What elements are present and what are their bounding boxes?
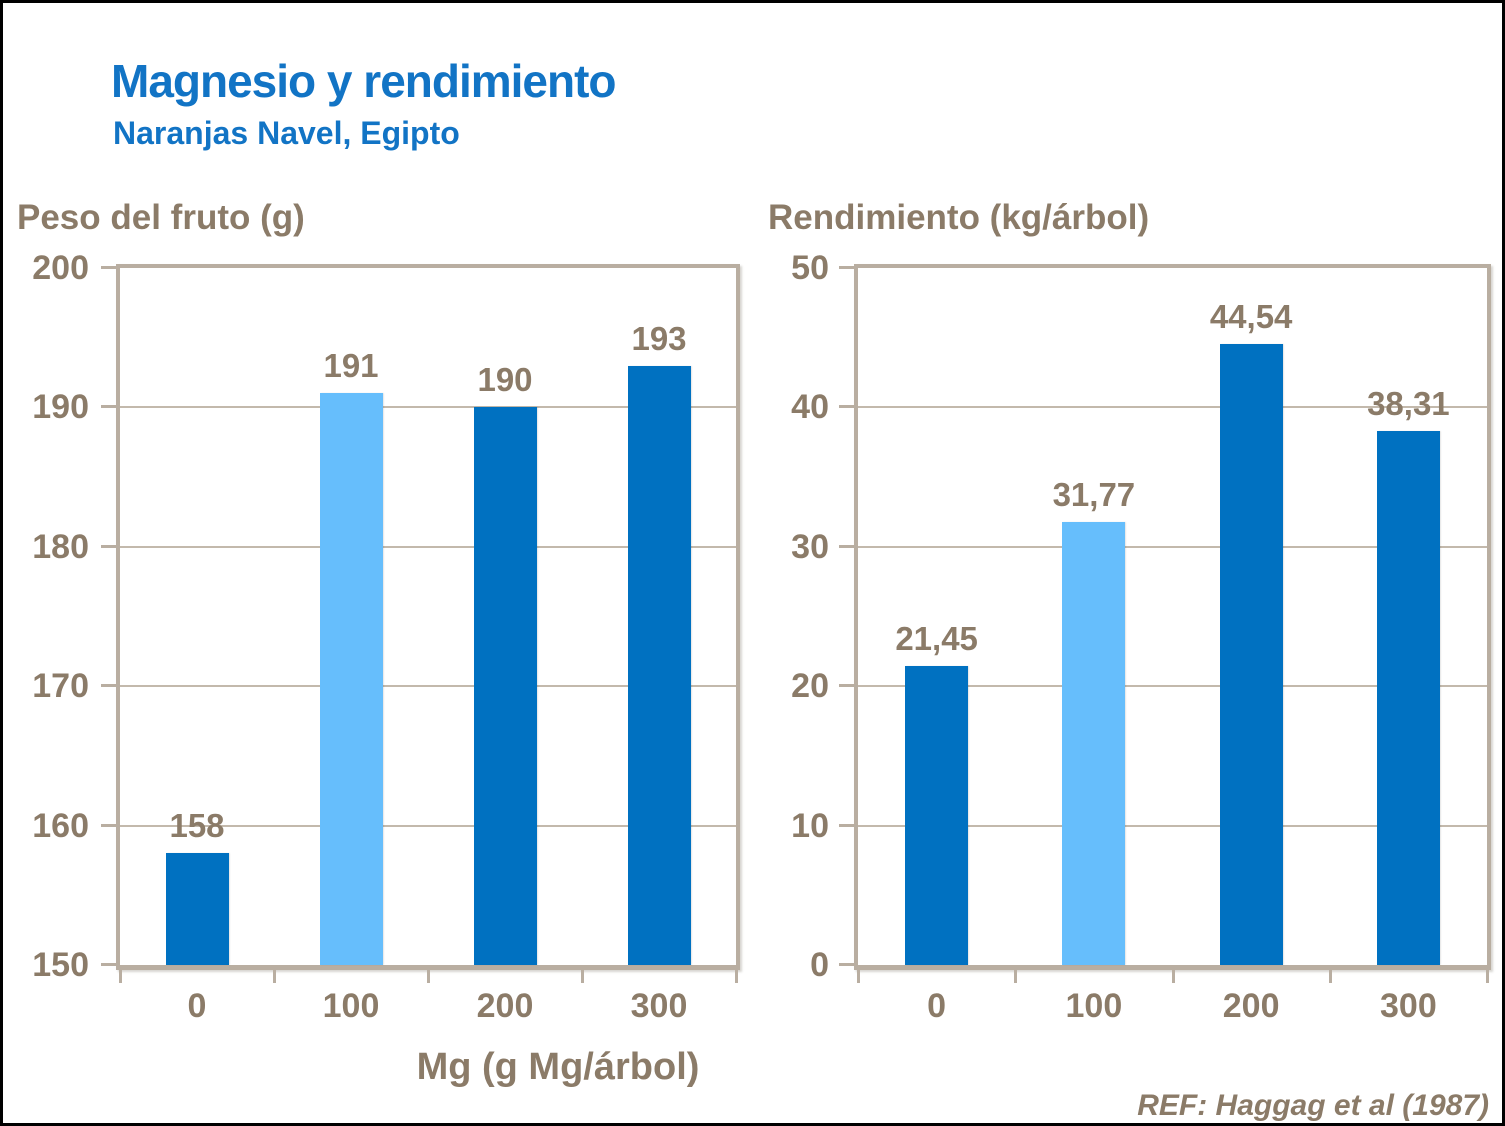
right-chart-bar-200 bbox=[1219, 344, 1283, 965]
left-chart-bar-200 bbox=[473, 407, 537, 965]
left-chart-y-tick-label: 160 bbox=[32, 806, 89, 845]
right-chart-y-tick-label: 20 bbox=[791, 667, 829, 706]
left-chart-bar-value-label: 191 bbox=[323, 347, 379, 385]
reference-citation: REF: Haggag et al (1987) bbox=[1137, 1089, 1489, 1122]
left-chart-bar-value-label: 158 bbox=[169, 807, 225, 845]
left-chart-gridline bbox=[120, 824, 736, 827]
left-chart-gridline bbox=[120, 545, 736, 548]
right-chart-bar-300 bbox=[1376, 430, 1440, 965]
right-chart-y-tick-label: 10 bbox=[791, 806, 829, 845]
left-chart-axis-heading: Peso del fruto (g) bbox=[17, 198, 305, 237]
left-chart-gridline bbox=[120, 406, 736, 409]
left-chart-x-category-label: 300 bbox=[630, 987, 688, 1025]
left-chart-bar-300 bbox=[627, 365, 691, 965]
right-chart-y-tick-label: 40 bbox=[791, 388, 829, 427]
right-chart-plot-frame bbox=[854, 264, 1491, 970]
left-chart-x-category-label: 0 bbox=[187, 987, 207, 1025]
left-chart-x-tick-mark bbox=[273, 970, 276, 983]
right-chart-x-category-label: 0 bbox=[927, 987, 947, 1025]
right-chart-bar-value-label: 38,31 bbox=[1367, 384, 1450, 422]
left-chart-x-tick-mark bbox=[427, 970, 430, 983]
right-chart-bar-value-label: 21,45 bbox=[895, 619, 978, 657]
left-chart-x-category-label: 100 bbox=[322, 987, 380, 1025]
left-chart-bar-value-label: 193 bbox=[631, 319, 687, 357]
left-chart-y-tick-label: 200 bbox=[32, 249, 89, 287]
left-chart-y-tick-mark bbox=[101, 963, 116, 966]
left-chart-bar-100 bbox=[319, 393, 383, 965]
page-subtitle: Naranjas Navel, Egipto bbox=[113, 115, 460, 151]
right-chart-y-tick-mark bbox=[839, 544, 854, 548]
right-chart-bar-value-label: 31,77 bbox=[1052, 476, 1136, 514]
right-chart-x-category-label: 100 bbox=[1065, 987, 1123, 1025]
left-chart-x-tick-mark bbox=[119, 970, 122, 983]
left-chart-x-tick-mark bbox=[735, 970, 738, 983]
right-chart-x-tick-mark bbox=[1328, 970, 1332, 983]
right-chart-bar-100 bbox=[1062, 522, 1126, 965]
left-chart-y-tick-mark bbox=[101, 544, 116, 548]
right-chart-gridline bbox=[858, 406, 1487, 409]
right-chart-y-tick-mark bbox=[839, 266, 854, 269]
right-chart-axis-heading: Rendimiento (kg/árbol) bbox=[768, 198, 1150, 237]
left-chart-x-category-label: 200 bbox=[476, 987, 534, 1025]
right-chart-x-tick-mark bbox=[1171, 970, 1175, 983]
left-chart-y-tick-label: 170 bbox=[32, 667, 89, 706]
left-chart-y-tick-mark bbox=[101, 823, 116, 827]
right-chart-gridline bbox=[858, 685, 1487, 688]
left-chart-y-tick-mark bbox=[101, 684, 116, 688]
right-chart-x-tick-mark bbox=[857, 970, 860, 983]
right-chart-gridline bbox=[858, 824, 1487, 827]
left-chart-x-tick-mark bbox=[581, 970, 584, 983]
left-chart-y-tick-mark bbox=[101, 266, 116, 269]
page-title: Magnesio y rendimiento bbox=[111, 55, 617, 107]
right-chart-y-tick-mark bbox=[839, 823, 854, 827]
right-chart-x-category-label: 200 bbox=[1222, 987, 1280, 1025]
right-chart-x-category-label: 300 bbox=[1380, 987, 1437, 1025]
right-chart-y-tick-mark bbox=[839, 684, 854, 688]
left-chart-y-tick-mark bbox=[101, 405, 116, 409]
right-chart-y-tick-label: 30 bbox=[791, 527, 829, 566]
right-chart-y-tick-mark bbox=[839, 963, 854, 966]
left-chart-bar-value-label: 190 bbox=[477, 361, 533, 399]
right-chart-bar-0 bbox=[905, 665, 969, 965]
left-chart-gridline bbox=[120, 685, 736, 688]
right-chart-bar-value-label: 44,54 bbox=[1209, 298, 1293, 336]
right-chart-x-tick-mark bbox=[1014, 970, 1018, 983]
left-chart-plot-frame bbox=[116, 264, 740, 970]
left-chart-x-axis-title: Mg (g Mg/árbol) bbox=[416, 1046, 700, 1088]
right-chart-y-tick-label: 50 bbox=[791, 249, 829, 287]
right-chart-x-tick-mark bbox=[1486, 970, 1489, 983]
right-chart-gridline bbox=[858, 545, 1487, 548]
left-chart-y-tick-label: 180 bbox=[32, 527, 89, 566]
right-chart-y-tick-mark bbox=[839, 405, 854, 409]
left-chart-y-tick-label: 190 bbox=[32, 388, 89, 427]
right-chart-y-tick-label: 0 bbox=[810, 946, 829, 984]
left-chart-y-tick-label: 150 bbox=[32, 946, 89, 984]
left-chart-bar-0 bbox=[165, 853, 229, 965]
